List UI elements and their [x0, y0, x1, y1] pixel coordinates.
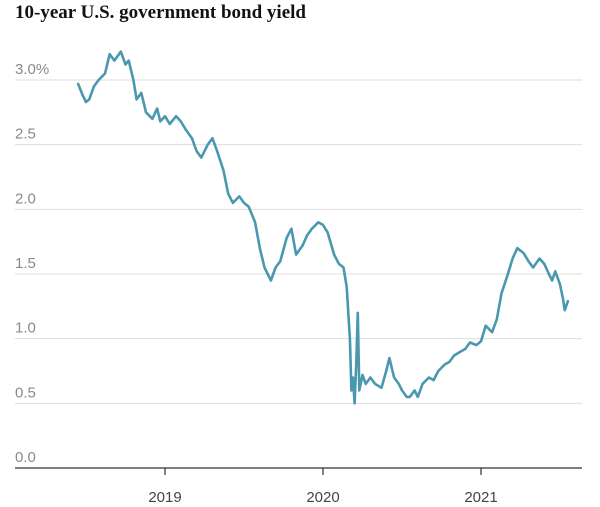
x-tick-label: 2021 — [464, 489, 497, 506]
y-tick-label: 2.5 — [15, 126, 36, 143]
y-tick-label: 1.0 — [15, 320, 36, 337]
x-tick-label: 2019 — [148, 489, 181, 506]
yield-series-line — [76, 50, 570, 405]
y-tick-label: 1.5 — [15, 255, 36, 272]
y-tick-label: 0.0 — [15, 449, 36, 466]
x-tick-label: 2020 — [306, 489, 339, 506]
y-tick-label: 3.0% — [15, 61, 49, 78]
y-tick-label: 0.5 — [15, 384, 36, 401]
chart-title: 10-year U.S. government bond yield — [15, 2, 306, 23]
y-tick-label: 2.0 — [15, 190, 36, 207]
